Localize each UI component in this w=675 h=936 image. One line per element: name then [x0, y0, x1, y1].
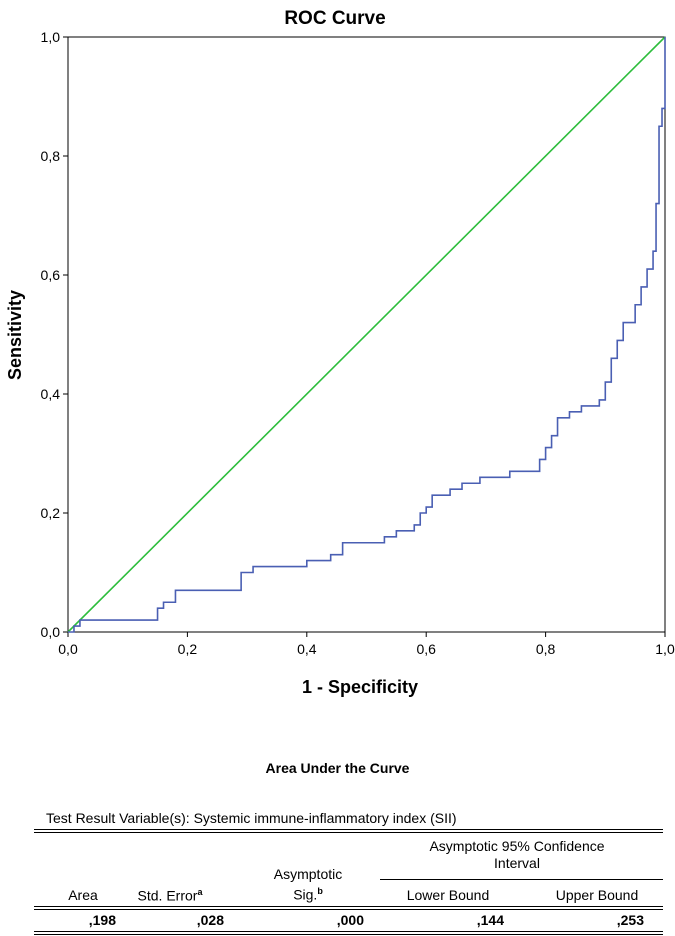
y-tick-label: 0,2 — [41, 505, 61, 521]
area-value: ,198 — [88, 912, 116, 928]
y-tick-label: 0,8 — [41, 148, 61, 164]
ci-header: Asymptotic 95% Confidence Interval — [402, 838, 632, 872]
x-tick-label: 1,0 — [655, 641, 675, 657]
table-top-rule-2 — [34, 832, 663, 833]
x-tick-label: 0,4 — [297, 641, 317, 657]
area-header: Area — [68, 887, 98, 903]
y-axis-label: Sensitivity — [5, 290, 25, 380]
upper-bound-header: Upper Bound — [555, 887, 639, 903]
header-bottom-rule-1 — [34, 906, 663, 907]
x-tick-label: 0,2 — [178, 641, 198, 657]
roc-chart: ROC Curve 0,0 0,2 0,4 0,6 0,8 1,0 0,0 0,2 0,4 0,6… — [5, 8, 675, 697]
roc-curve-line — [68, 37, 666, 633]
std-error-header-text: Std. Error — [137, 887, 198, 904]
ci-header-rule — [380, 879, 663, 880]
upper-bound-value: ,253 — [616, 912, 644, 928]
test-result-variable: Test Result Variable(s): Systemic immune… — [46, 810, 457, 826]
table-top-rule-1 — [34, 829, 663, 830]
std-error-header: Std. Errora — [110, 884, 230, 905]
reference-diagonal-line — [67, 36, 666, 633]
asym-sig-header-line-1: Asymptotic — [273, 866, 343, 882]
asym-sig-header-line-2: Sig. — [293, 886, 318, 903]
auc-table-title: Area Under the Curve — [265, 760, 410, 776]
lower-bound-header: Lower Bound — [406, 887, 490, 903]
header-bottom-rule-2 — [34, 909, 663, 910]
y-tick-label: 1,0 — [41, 29, 61, 45]
x-axis-label: 1 - Specificity — [302, 677, 418, 697]
chart-title: ROC Curve — [284, 8, 385, 29]
y-tick-label: 0,0 — [41, 624, 61, 640]
lower-bound-value: ,144 — [476, 912, 504, 928]
ci-header-line-2: Interval — [494, 855, 540, 871]
table-bottom-rule-1 — [34, 931, 663, 932]
x-tick-label: 0,8 — [536, 641, 556, 657]
table-bottom-rule-2 — [34, 934, 663, 935]
plot-frame — [67, 36, 666, 633]
axis-ticks: 0,0 0,2 0,4 0,6 0,8 1,0 0,0 0,2 0,4 0,6 0,8 1,0 — [41, 29, 675, 657]
x-tick-label: 0,0 — [58, 641, 78, 657]
asym-sig-footnote: b — [317, 886, 323, 896]
std-error-footnote: a — [197, 887, 203, 897]
asym-sig-header: Asymptotic Sig.b — [258, 866, 358, 904]
ci-header-line-1: Asymptotic 95% Confidence — [429, 838, 605, 854]
x-tick-label: 0,6 — [416, 641, 436, 657]
asym-sig-value: ,000 — [336, 912, 364, 928]
y-tick-label: 0,4 — [41, 386, 61, 402]
y-tick-label: 0,6 — [41, 267, 61, 283]
std-error-value: ,028 — [196, 912, 224, 928]
